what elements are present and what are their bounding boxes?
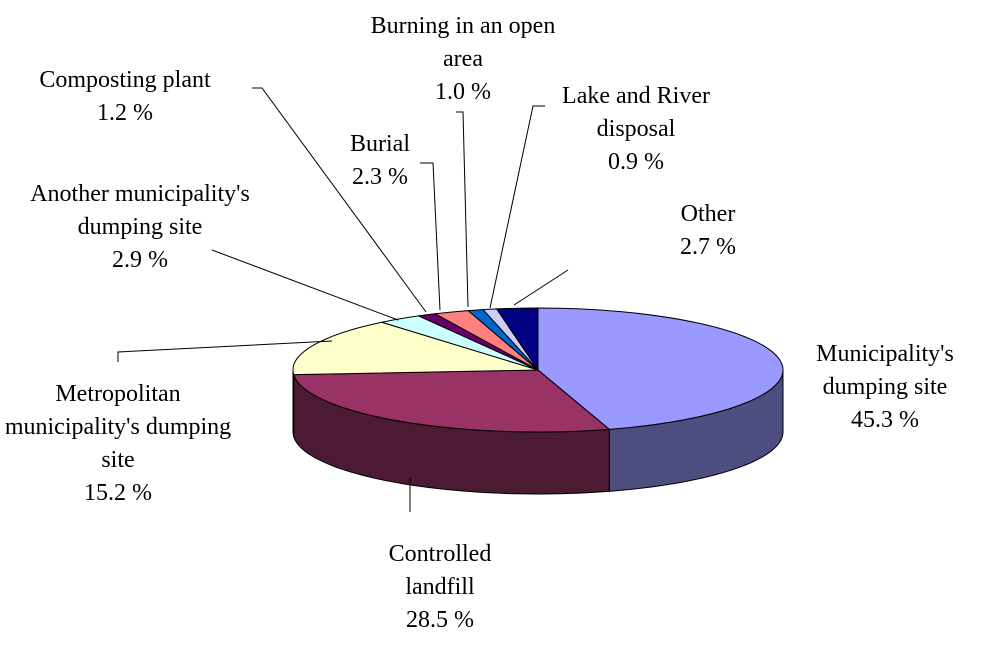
category-label: Burial [350, 131, 410, 157]
leader-line [420, 162, 441, 311]
slice-label: Burial 2.3 % [320, 128, 440, 194]
category-label: Other [680, 201, 736, 227]
slice-label: Metropolitan municipality's dumping site… [3, 378, 233, 510]
value-label: 45.3 % [851, 407, 919, 433]
slice [292, 321, 539, 376]
value-label: 15.2 % [84, 480, 152, 506]
leader-line [252, 87, 427, 313]
slice [293, 369, 611, 433]
value-label: 28.5 % [406, 607, 474, 633]
category-label: Lake and River disposal [562, 83, 710, 142]
category-label: Burning in an open area [370, 13, 556, 72]
slice-label: Another municipality's dumping site 2.9 % [25, 178, 255, 277]
slice-side [292, 369, 295, 437]
leader-line [211, 249, 399, 321]
value-label: 2.3 % [352, 164, 408, 190]
value-label: 2.9 % [112, 247, 168, 273]
leader-line [456, 111, 469, 308]
value-label: 1.0 % [435, 79, 491, 105]
category-label: Composting plant [39, 67, 211, 93]
leader-line [513, 269, 569, 306]
value-label: 1.2 % [97, 100, 153, 126]
category-label: Municipality's dumping site [816, 341, 954, 400]
category-label: Metropolitan municipality's dumping site [4, 381, 232, 473]
value-label: 0.9 % [608, 149, 664, 175]
slice-label: Municipality's dumping site 45.3 % [790, 338, 980, 437]
leader-line [489, 105, 545, 309]
slice-label: Controlled landfill 28.5 % [360, 538, 520, 637]
slice-label: Lake and River disposal 0.9 % [541, 80, 731, 179]
slice [495, 307, 539, 372]
slice [537, 307, 784, 430]
category-label: Controlled landfill [388, 541, 492, 600]
leader-line [117, 340, 333, 362]
slice-label: Composting plant 1.2 % [0, 64, 250, 130]
slice-label: Burning in an open area 1.0 % [368, 10, 558, 109]
value-label: 2.7 % [680, 234, 736, 260]
category-label: Another municipality's dumping site [30, 181, 250, 240]
slice-label: Other 2.7 % [648, 198, 768, 264]
